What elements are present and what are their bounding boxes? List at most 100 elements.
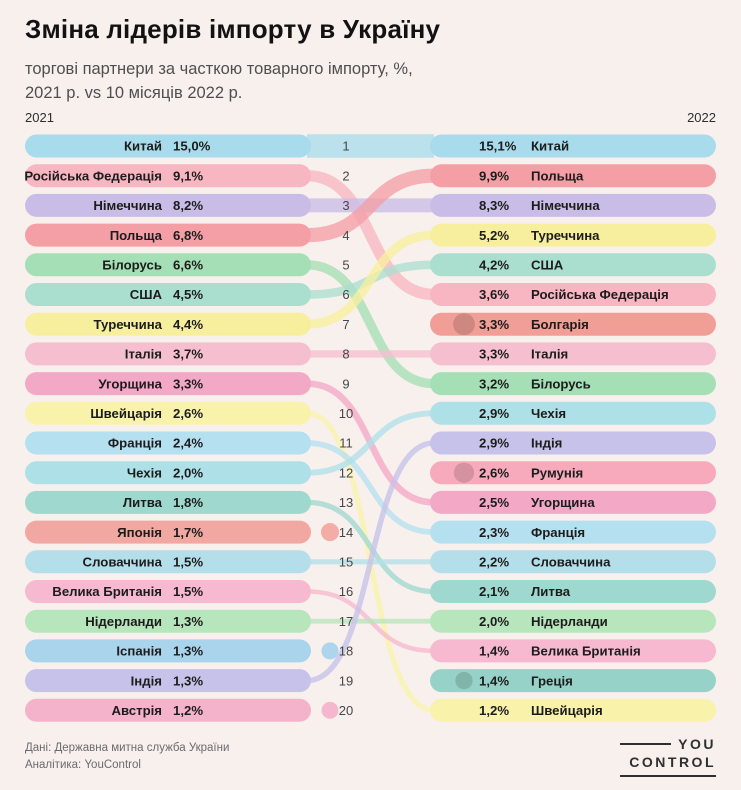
- rank-label: 7: [342, 317, 349, 332]
- country-band-right: [430, 669, 716, 693]
- country-band-right: [430, 461, 716, 485]
- country-band-right: [430, 698, 716, 722]
- country-band-left: [25, 193, 311, 217]
- country-band-left: [25, 342, 311, 366]
- country-band-right: [430, 372, 716, 396]
- flow-ribbon: [306, 230, 435, 329]
- logo-text-control: CONTROL: [620, 754, 716, 777]
- country-band-right: [430, 134, 716, 158]
- share-label-left: 6,6%: [173, 258, 203, 273]
- country-label-right: Швейцарія: [531, 703, 603, 718]
- logo-dash-line: [620, 743, 672, 745]
- country-band-left: [25, 490, 311, 514]
- share-label-left: 1,5%: [173, 584, 203, 599]
- share-label-right: 4,2%: [479, 258, 509, 273]
- country-label-right: Китай: [531, 139, 569, 154]
- country-band-left: [25, 372, 311, 396]
- flow-ribbon: [306, 499, 435, 595]
- share-label-right: 1,4%: [479, 644, 509, 659]
- country-band-left: [25, 461, 311, 485]
- share-label-left: 1,5%: [173, 555, 203, 570]
- country-label-right: Угорщина: [531, 495, 595, 510]
- country-label-left: Франція: [108, 436, 162, 451]
- exit-dot: [320, 523, 340, 542]
- country-label-left: Індія: [131, 673, 162, 688]
- country-band-left: [25, 312, 311, 336]
- country-band-right: [430, 401, 716, 425]
- share-label-right: 2,9%: [479, 406, 509, 421]
- country-label-right: Румунія: [531, 465, 583, 480]
- rank-label: 2: [342, 168, 349, 183]
- country-label-left: Велика Британія: [52, 584, 162, 599]
- rank-label: 9: [342, 376, 349, 391]
- entry-dot: [453, 462, 475, 483]
- country-band-left: [25, 223, 311, 247]
- country-band-left: [25, 639, 311, 663]
- country-band-right: [430, 312, 716, 336]
- rank-label: 3: [342, 198, 349, 213]
- country-label-left: Китай: [124, 139, 162, 154]
- exit-dot: [321, 642, 339, 660]
- entry-dot: [453, 313, 475, 336]
- flow-ribbon: [306, 170, 435, 301]
- country-label-left: Італія: [125, 347, 162, 362]
- share-label-left: 1,7%: [173, 525, 203, 540]
- country-label-right: Болгарія: [531, 317, 589, 332]
- country-band-right: [430, 639, 716, 663]
- share-label-right: 2,1%: [479, 584, 509, 599]
- country-label-left: Угорщина: [98, 376, 162, 391]
- country-band-left: [25, 550, 311, 574]
- rank-label: 19: [339, 673, 353, 688]
- rank-label: 12: [339, 465, 353, 480]
- page-title: Зміна лідерів імпорту в Україну: [25, 14, 441, 44]
- share-label-right: 2,3%: [479, 525, 509, 540]
- share-label-right: 2,6%: [479, 465, 509, 480]
- country-band-right: [430, 223, 716, 247]
- share-label-left: 1,3%: [173, 673, 203, 688]
- data-source-line: Дані: Державна митна служба України: [25, 742, 230, 754]
- country-label-left: Австрія: [111, 703, 162, 718]
- share-label-right: 1,4%: [479, 673, 509, 688]
- analytics-line: Аналітика: YouControl: [25, 759, 141, 771]
- country-label-right: Словаччина: [531, 555, 611, 570]
- share-label-right: 15,1%: [479, 139, 517, 154]
- share-label-left: 2,0%: [173, 465, 203, 480]
- share-label-right: 9,9%: [479, 168, 509, 183]
- flow-ribbon: [306, 410, 435, 476]
- country-band-left: [25, 431, 311, 455]
- country-band-right: [430, 342, 716, 366]
- share-label-right: 5,2%: [479, 228, 509, 243]
- share-label-right: 2,9%: [479, 436, 509, 451]
- rank-label: 18: [339, 644, 353, 659]
- country-label-left: Чехія: [127, 465, 162, 480]
- rank-label: 20: [339, 703, 353, 718]
- country-label-right: Литва: [531, 584, 571, 599]
- country-band-left: [25, 698, 311, 722]
- subtitle-line-2: 2021 р. vs 10 місяців 2022 р.: [25, 84, 243, 102]
- country-band-right: [430, 431, 716, 455]
- country-band-right: [430, 550, 716, 574]
- share-label-left: 6,8%: [173, 228, 203, 243]
- rank-label: 4: [342, 228, 349, 243]
- flow-ribbon: [306, 168, 435, 243]
- share-label-right: 8,3%: [479, 198, 509, 213]
- share-label-right: 3,3%: [479, 347, 509, 362]
- chart-subtitle: торгові партнери за часткою товарного ім…: [25, 57, 413, 105]
- country-label-right: Російська Федерація: [531, 287, 669, 302]
- share-label-left: 3,3%: [173, 376, 203, 391]
- subtitle-line-1: торгові партнери за часткою товарного ім…: [25, 60, 413, 78]
- country-label-right: Франція: [531, 525, 585, 540]
- share-label-left: 15,0%: [173, 139, 211, 154]
- rank-label: 16: [339, 584, 353, 599]
- share-label-right: 1,2%: [479, 703, 509, 718]
- share-label-left: 4,5%: [173, 287, 203, 302]
- share-label-right: 3,2%: [479, 376, 509, 391]
- share-label-left: 3,7%: [173, 347, 203, 362]
- country-band-left: [25, 520, 311, 544]
- country-band-right: [430, 283, 716, 306]
- country-label-right: Білорусь: [531, 376, 591, 391]
- share-label-left: 9,1%: [173, 168, 203, 183]
- flow-ribbon: [306, 260, 435, 389]
- share-label-left: 1,8%: [173, 495, 203, 510]
- country-band-right: [430, 193, 716, 217]
